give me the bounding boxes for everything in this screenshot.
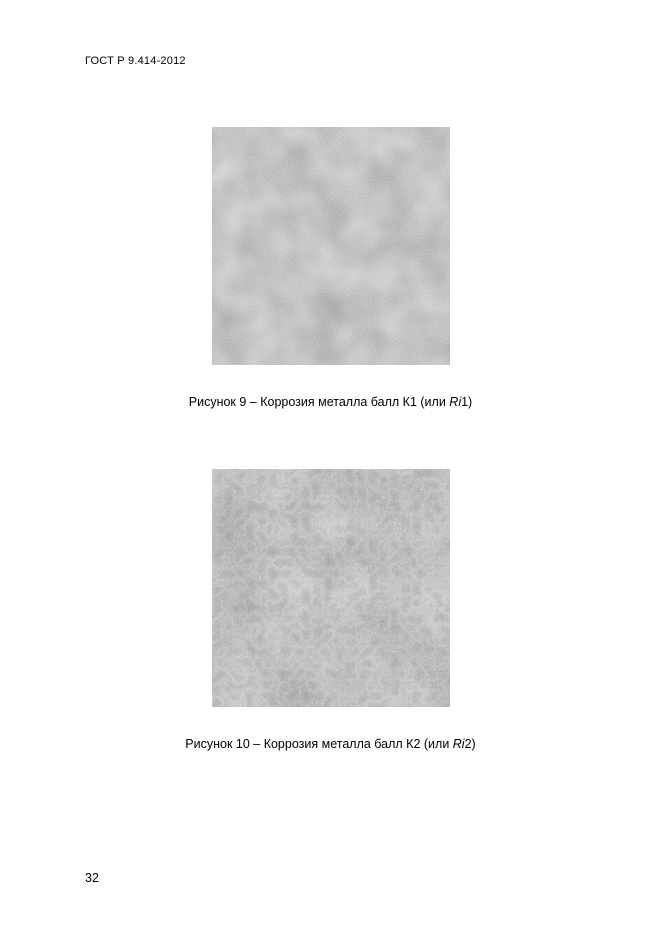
figure-10-caption-prefix: Рисунок 10 – Коррозия металла балл К2 (и… [185,737,453,751]
figure-10-caption: Рисунок 10 – Коррозия металла балл К2 (и… [85,737,576,751]
figure-10-caption-italic: Ri [453,737,465,751]
document-page: ГОСТ Р 9.414-2012 Рисунок 9 – Коррозия м… [0,0,661,935]
page-number: 32 [85,871,99,885]
figure-9-caption-prefix: Рисунок 9 – Коррозия металла балл К1 (ил… [189,395,450,409]
standard-code-header: ГОСТ Р 9.414-2012 [85,55,576,67]
figure-9-block: Рисунок 9 – Коррозия металла балл К1 (ил… [85,127,576,409]
figure-9-caption: Рисунок 9 – Коррозия металла балл К1 (ил… [85,395,576,409]
figure-9-caption-italic: Ri [449,395,461,409]
figure-10-block: Рисунок 10 – Коррозия металла балл К2 (и… [85,469,576,751]
figure-10-caption-suffix: 2) [465,737,476,751]
figure-10-image [212,469,450,707]
figure-9-caption-suffix: 1) [461,395,472,409]
figure-9-image [212,127,450,365]
